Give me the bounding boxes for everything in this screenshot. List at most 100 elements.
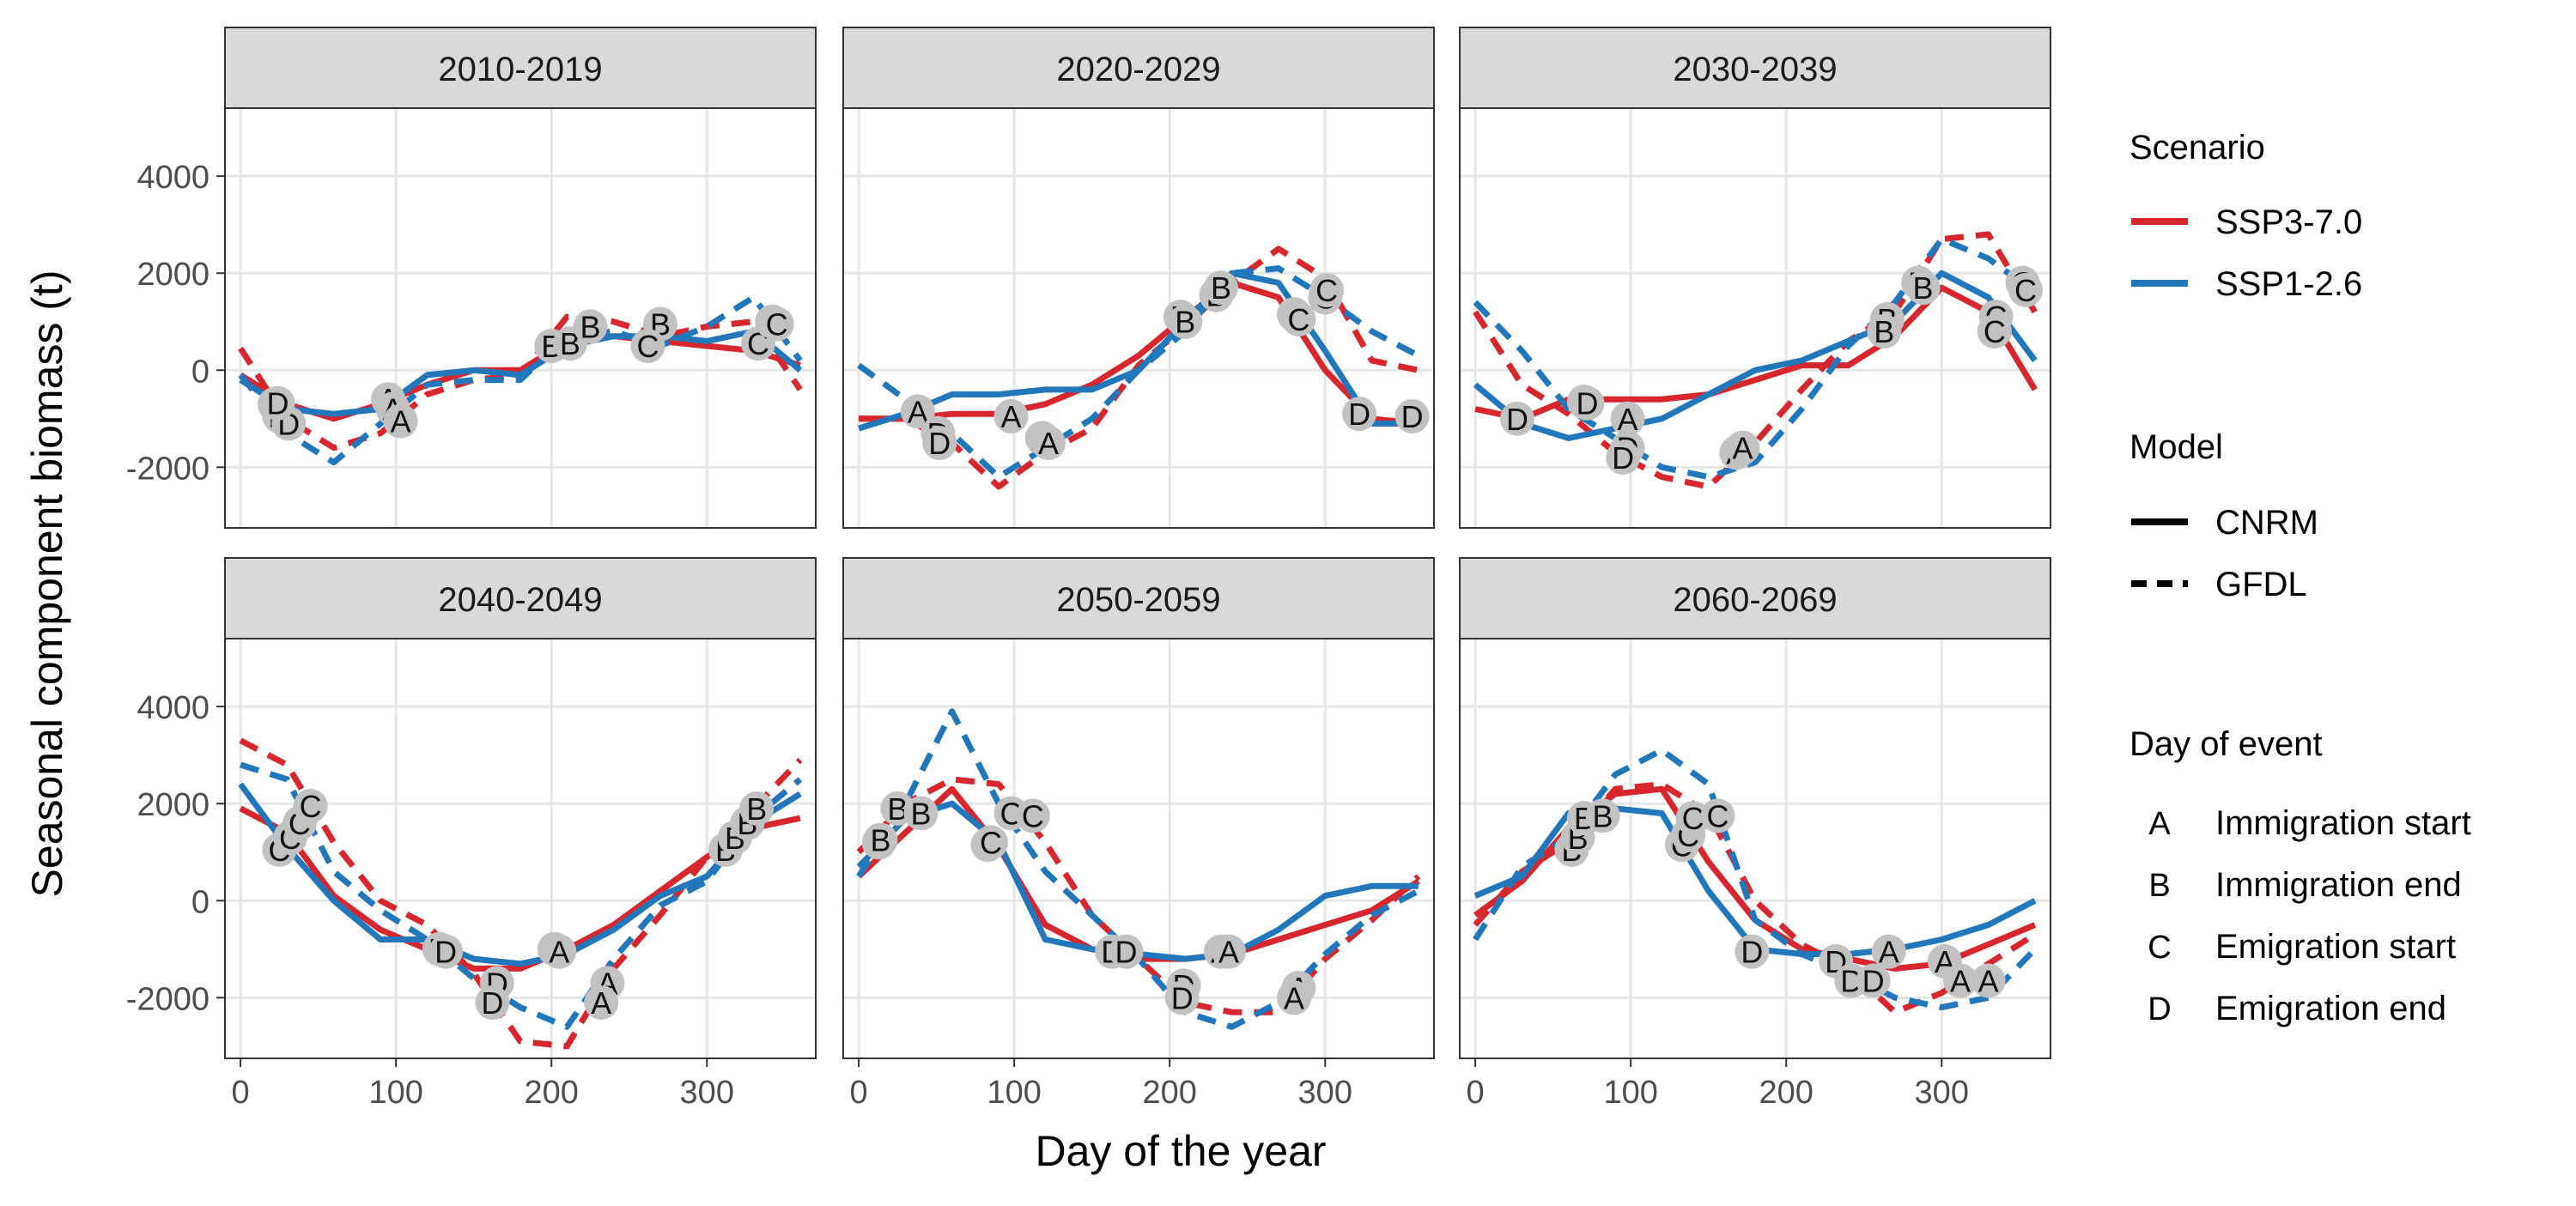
event-label: B (911, 797, 932, 832)
facet-title: 2050-2059 (1056, 581, 1220, 619)
event-label: C (1022, 798, 1044, 833)
event-label: D (481, 985, 503, 1021)
event-label: C (1682, 801, 1704, 836)
event-label: A (1218, 935, 1239, 970)
event-label: C (1984, 314, 2006, 349)
event-marker (1281, 301, 1316, 336)
event-marker (1342, 397, 1377, 432)
x-axis-title: Day of the year (1035, 1127, 1326, 1175)
event-marker (1030, 426, 1066, 461)
event-marker (1585, 798, 1620, 833)
x-tick-label: 300 (680, 1075, 734, 1111)
event-label: D (1506, 402, 1528, 437)
event-marker (1700, 798, 1735, 833)
legend-key-event: D (2148, 991, 2171, 1027)
event-label: D (1171, 980, 1194, 1015)
legend-label-model: CNRM (2215, 504, 2318, 542)
event-marker (1905, 270, 1941, 306)
event-marker (1971, 963, 2006, 998)
event-marker (1606, 440, 1641, 476)
event-marker (542, 934, 577, 969)
event-marker (1977, 314, 2012, 349)
facet-strip (842, 27, 1435, 109)
y-tick-label: 4000 (137, 690, 210, 726)
facet-title: 2010-2019 (438, 51, 602, 88)
facet-panel: 2020-2029ADDAAABBBBCCCCDD (842, 27, 1435, 529)
event-marker (922, 426, 957, 461)
event-label: C (1707, 798, 1729, 833)
event-label: D (1115, 935, 1138, 970)
plot-background (225, 108, 816, 528)
event-marker (1015, 798, 1050, 833)
event-marker (1871, 934, 1906, 969)
event-marker (293, 789, 328, 824)
event-marker (900, 394, 935, 429)
event-label: A (1284, 980, 1304, 1015)
facet-panel: 2040-2049CCCCDDDDAAAABBBB-20000200040000… (126, 557, 817, 1111)
facet-title: 2020-2029 (1056, 51, 1220, 88)
series-line-ssp3-7-0-cnrm (239, 805, 801, 972)
x-tick-label: 200 (1759, 1075, 1814, 1111)
legend-label-scenario: SSP1-2.6 (2215, 265, 2362, 303)
legend-label-scenario: SSP3-7.0 (2215, 203, 2362, 241)
event-marker (1309, 272, 1345, 307)
panel-border (842, 107, 1435, 529)
event-marker (428, 934, 464, 969)
event-label: B (870, 823, 890, 858)
panel-border (842, 638, 1435, 1059)
event-marker (1168, 304, 1203, 339)
event-label: D (434, 935, 457, 970)
series-line-ssp1-2-6-gfdl (1473, 236, 2037, 481)
x-tick-label: 100 (368, 1075, 422, 1111)
event-marker (260, 385, 295, 421)
legend-label-model: GFDL (2215, 566, 2307, 603)
event-marker (1212, 934, 1247, 969)
facet-panel: 2050-2059BBBBCCCCDDDDAAAA0100200300 (842, 557, 1435, 1111)
event-label: A (1001, 399, 1022, 434)
panel-border (1459, 107, 2051, 529)
event-label: B (1874, 314, 1894, 349)
y-tick-label: 0 (191, 884, 210, 920)
series-line-ssp3-7-0-gfdl (1473, 231, 2038, 490)
event-label: C (300, 789, 322, 824)
event-marker (1277, 980, 1312, 1015)
y-tick-label: 2000 (137, 257, 210, 293)
event-marker (584, 985, 619, 1020)
legend-key-event: A (2148, 806, 2171, 842)
event-marker (1570, 385, 1605, 421)
series-line-ssp3-7-0-gfdl (239, 737, 803, 1050)
event-label: C (1315, 273, 1338, 308)
event-marker (759, 306, 794, 342)
facet-strip (224, 557, 817, 639)
event-label: C (1287, 302, 1309, 337)
event-label: B (746, 791, 767, 827)
event-marker (1610, 401, 1645, 436)
event-marker (974, 825, 1008, 860)
y-tick-label: -2000 (126, 451, 210, 487)
event-label: A (1978, 964, 1999, 999)
x-tick-label: 0 (232, 1075, 250, 1111)
event-marker (475, 985, 510, 1020)
series-line-ssp1-2-6-cnrm (1473, 270, 2038, 441)
event-label: A (1733, 431, 1753, 466)
event-label: D (1348, 397, 1370, 432)
event-marker (383, 403, 418, 439)
event-label: A (591, 985, 611, 1021)
event-marker (1867, 314, 1902, 349)
event-label: A (1950, 964, 1971, 999)
event-marker (1675, 801, 1710, 836)
event-marker (1394, 398, 1430, 433)
x-tick-label: 200 (1143, 1075, 1197, 1111)
event-marker (1499, 401, 1534, 436)
legend-label-event: Emigration end (2215, 990, 2446, 1027)
event-label: C (980, 825, 1002, 860)
x-tick-label: 300 (1298, 1075, 1352, 1111)
event-label: B (1211, 270, 1231, 306)
facet-panel: 2060-2069BBBBCCCCDDDDAAAA0100200300 (1459, 557, 2051, 1111)
legend-label-event: Immigration start (2215, 804, 2471, 842)
legend-title-scenario: Scenario (2129, 129, 2265, 167)
event-marker (1942, 963, 1978, 998)
panel-border (1459, 638, 2051, 1059)
